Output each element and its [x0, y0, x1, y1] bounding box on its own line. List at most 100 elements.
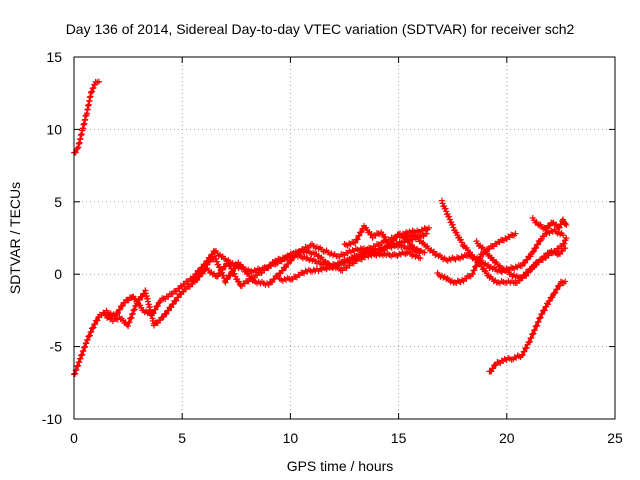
data-point: [115, 310, 122, 317]
data-point: [473, 262, 480, 269]
grid: [74, 57, 615, 419]
series-track-2: [71, 247, 424, 378]
data-point: [534, 241, 541, 248]
data-point: [519, 352, 526, 359]
data-point: [530, 330, 537, 337]
series-track-1: [71, 78, 102, 156]
series-track-5: [276, 242, 424, 284]
data-point: [474, 259, 481, 266]
data-point: [528, 334, 535, 341]
data-point: [477, 255, 484, 262]
data-point: [458, 239, 465, 246]
data-point: [562, 278, 569, 285]
data-point: [86, 332, 93, 339]
data-point: [523, 344, 530, 351]
data-point: [126, 319, 133, 326]
data-point: [214, 273, 221, 280]
data-point: [175, 294, 182, 301]
data-point: [354, 236, 361, 243]
data-point: [535, 318, 542, 325]
data-point: [157, 317, 164, 324]
data-point: [521, 348, 528, 355]
data-point: [531, 326, 538, 333]
data-point: [90, 85, 97, 92]
data-point: [94, 317, 101, 324]
data-point: [89, 88, 96, 95]
x-tick-label: 25: [607, 430, 623, 446]
y-axis-label: SDTVAR / TECUs: [7, 182, 23, 294]
data-point: [220, 272, 227, 279]
data-point: [534, 322, 541, 329]
data-point: [471, 267, 478, 274]
data-point: [453, 229, 460, 236]
y-tick-label: -10: [42, 411, 62, 427]
data-point: [522, 259, 529, 266]
axis-ticks: 0 5 10 15 20 25 -10 -5 0 5 10 15: [42, 49, 623, 446]
x-tick-label: 0: [70, 430, 78, 446]
data-point: [222, 279, 229, 286]
data-point: [84, 336, 91, 343]
data-point: [469, 270, 476, 277]
data-point: [134, 300, 141, 307]
y-tick-label: 10: [46, 121, 62, 137]
y-tick-label: -5: [50, 339, 63, 355]
data-point: [525, 268, 532, 275]
data-point: [423, 230, 430, 237]
data-point: [449, 221, 456, 228]
data-point: [288, 257, 295, 264]
series-track-6: [341, 222, 428, 256]
x-tick-label: 10: [283, 430, 299, 446]
data-point: [382, 233, 389, 240]
data-point: [531, 262, 538, 269]
series-track-11: [486, 278, 569, 375]
data-point: [512, 230, 519, 237]
data-point: [533, 244, 540, 251]
plot-frame: [73, 56, 616, 420]
data-point: [446, 213, 453, 220]
data-point: [265, 264, 272, 271]
data-point: [518, 263, 525, 270]
data-point: [544, 301, 551, 308]
data-point: [283, 264, 290, 271]
data-point: [390, 237, 397, 244]
data-point: [492, 362, 499, 369]
data-point: [438, 197, 445, 204]
data-point: [163, 310, 170, 317]
data-point: [552, 289, 559, 296]
data-point: [358, 228, 365, 235]
data-point: [88, 328, 95, 335]
data-point: [173, 297, 180, 304]
data-point: [352, 239, 359, 246]
data-point: [261, 267, 268, 274]
data-point: [131, 306, 138, 313]
data-point: [539, 310, 546, 317]
data-point: [152, 306, 159, 313]
data-point: [227, 272, 234, 279]
data-point: [125, 323, 132, 330]
data-point: [563, 221, 570, 228]
series-track-10: [473, 235, 570, 281]
data-point: [90, 324, 97, 331]
data-point: [128, 314, 135, 321]
data-point: [562, 245, 569, 252]
data-point: [235, 278, 242, 285]
data-point: [526, 338, 533, 345]
data-point: [560, 232, 567, 239]
data-point: [129, 310, 136, 317]
data-point: [268, 262, 275, 269]
x-tick-label: 20: [499, 430, 515, 446]
y-tick-label: 0: [54, 266, 62, 282]
data-point: [216, 264, 223, 271]
data-point: [537, 314, 544, 321]
data-point: [529, 265, 536, 272]
data-point: [356, 232, 363, 239]
data-point: [393, 234, 400, 241]
x-tick-label: 15: [391, 430, 407, 446]
data-point: [160, 313, 167, 320]
data-point: [92, 321, 99, 328]
chart-title: Day 136 of 2014, Sidereal Day-to-day VTE…: [66, 21, 575, 37]
data-point: [95, 78, 102, 85]
data-point: [168, 304, 175, 311]
data-point: [136, 296, 143, 303]
